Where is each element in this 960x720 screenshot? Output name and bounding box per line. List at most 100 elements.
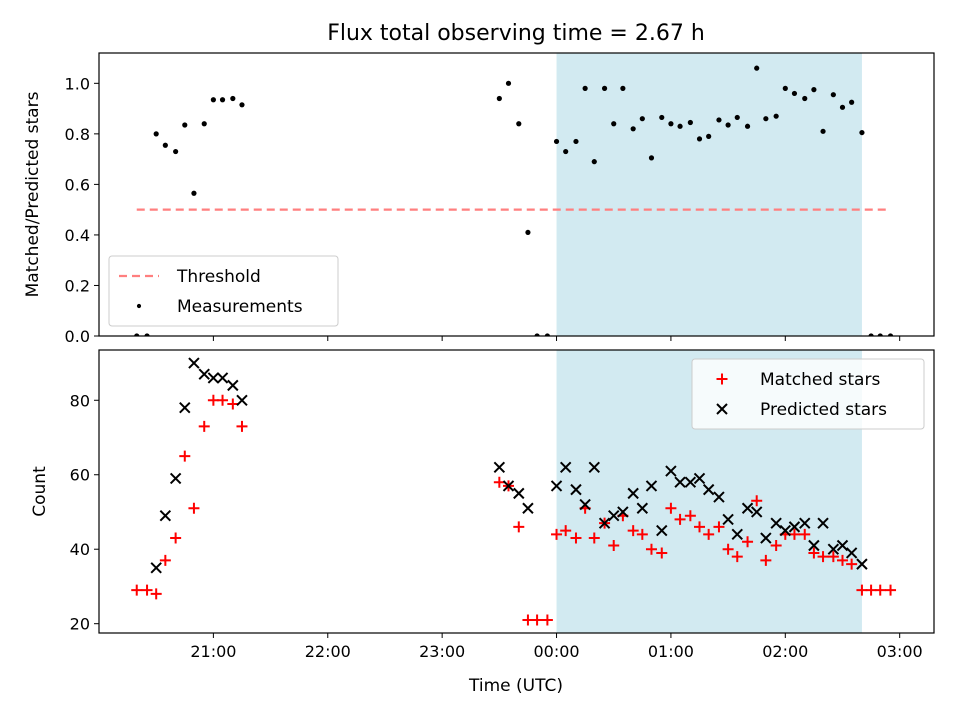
measurements-point: [620, 85, 626, 91]
predicted-stars-point: [179, 402, 191, 414]
measurements-point: [791, 90, 798, 97]
predicted-stars-point: [636, 502, 649, 514]
measurements-point: [782, 85, 788, 91]
matched-stars-point: [665, 502, 677, 514]
matched-stars-point: [608, 539, 620, 551]
measurements-point: [725, 122, 731, 128]
axes-frame: [98, 349, 935, 634]
predicted-stars-point: [702, 483, 715, 496]
predicted-stars-point: [770, 517, 782, 529]
matched-stars-point: [170, 532, 182, 544]
measurements-point: [716, 117, 722, 123]
predicted-stars-point: [779, 524, 792, 537]
measurements-point: [182, 122, 188, 128]
measurements-point: [868, 333, 874, 336]
x-tick-label: 00:00: [533, 642, 579, 661]
legend-entry-label: Threshold: [176, 267, 261, 287]
predicted-stars-point: [550, 480, 563, 492]
predicted-stars-point: [845, 547, 858, 559]
predicted-stars-point: [750, 506, 763, 518]
predicted-stars-point: [645, 480, 658, 492]
y-tick-label: 40: [70, 540, 90, 559]
predicted-stars-point: [493, 461, 506, 474]
y-axis-label: Count: [30, 466, 50, 517]
measurements-point: [144, 333, 150, 336]
y-tick-label: 0.0: [65, 327, 90, 346]
measurements-point: [582, 85, 588, 91]
measurements-point: [544, 333, 550, 336]
x-tick-label: 02:00: [762, 642, 808, 661]
measurements-point: [849, 99, 855, 105]
measurements-point: [659, 114, 665, 121]
matched-stars-point: [808, 547, 820, 559]
measurements-point: [887, 333, 894, 336]
matched-stars-point: [827, 551, 839, 563]
matched-stars-point: [217, 394, 229, 406]
predicted-stars-point: [579, 498, 591, 511]
predicted-stars-point: [559, 461, 572, 474]
measurements-point: [505, 80, 512, 86]
predicted-stars-point: [808, 539, 820, 552]
predicted-stars-point: [236, 394, 248, 406]
measurements-point: [734, 114, 740, 121]
measurements-point: [754, 65, 760, 71]
x-tick-label: 03:00: [877, 642, 923, 661]
matched-stars-point: [198, 420, 210, 432]
predicted-stars-point: [665, 465, 677, 477]
measurements-point: [830, 92, 836, 98]
matched-stars-point: [694, 521, 706, 533]
measurements-point: [201, 121, 207, 127]
y-tick-label: 80: [70, 391, 90, 410]
matched-stars-point: [179, 450, 191, 462]
measurements-point: [687, 119, 693, 126]
legend-entry-label: Matched stars: [760, 370, 880, 390]
predicted-stars-point: [502, 480, 515, 492]
legend: Matched stars Predicted stars: [691, 358, 925, 430]
matched-stars-point: [227, 398, 239, 410]
predicted-stars-point: [207, 372, 220, 384]
predicted-stars-point: [731, 528, 743, 541]
predicted-stars-point: [617, 506, 629, 518]
y-axis-label: Matched/Predicted stars: [23, 91, 43, 297]
matched-stars-point: [645, 543, 657, 555]
y-tick-label: 20: [70, 615, 90, 634]
legend-entry-label: Predicted stars: [760, 400, 887, 420]
x-tick-label: 23:00: [419, 642, 465, 661]
measurements-point: [668, 121, 674, 127]
legend-box: [691, 358, 925, 430]
axes-frame: [98, 52, 935, 337]
matched-stars-point: [836, 554, 848, 566]
y-tick-label: 1.0: [65, 74, 90, 93]
measurements-point: [516, 121, 522, 127]
matched-stars-point: [188, 502, 200, 514]
predicted-stars-point: [836, 539, 849, 552]
measurements-point: [820, 128, 826, 134]
measurements-point: [534, 333, 540, 336]
matched-stars-point: [236, 420, 248, 432]
predicted-stars-point: [608, 509, 620, 522]
matched-stars-point: [656, 547, 668, 559]
x-axis-label: Time (UTC): [468, 676, 563, 696]
matched-stars-point: [788, 528, 800, 540]
matched-stars-point: [159, 554, 171, 566]
matched-stars-point: [731, 551, 743, 563]
matched-stars-point: [770, 539, 782, 551]
measurements-point: [496, 95, 502, 102]
measurements-point: [696, 136, 703, 142]
predicted-stars-point: [198, 368, 210, 380]
observing-window-span: [556, 53, 862, 336]
predicted-stars-point: [817, 517, 829, 529]
matched-stars-point: [742, 536, 754, 548]
matched-stars-point: [684, 510, 696, 522]
measurements-point: [677, 123, 683, 129]
predicted-stars-point: [722, 513, 734, 526]
measurements-point: [706, 133, 712, 139]
measurements-point: [591, 159, 597, 165]
measurements-point: [162, 142, 168, 148]
matched-stars-point: [846, 558, 858, 570]
predicted-stars-point: [799, 517, 811, 529]
matched-stars-point: [885, 584, 897, 596]
measurements-point: [153, 131, 159, 137]
matched-stars-point: [760, 554, 772, 566]
predicted-stars-point: [588, 461, 600, 474]
